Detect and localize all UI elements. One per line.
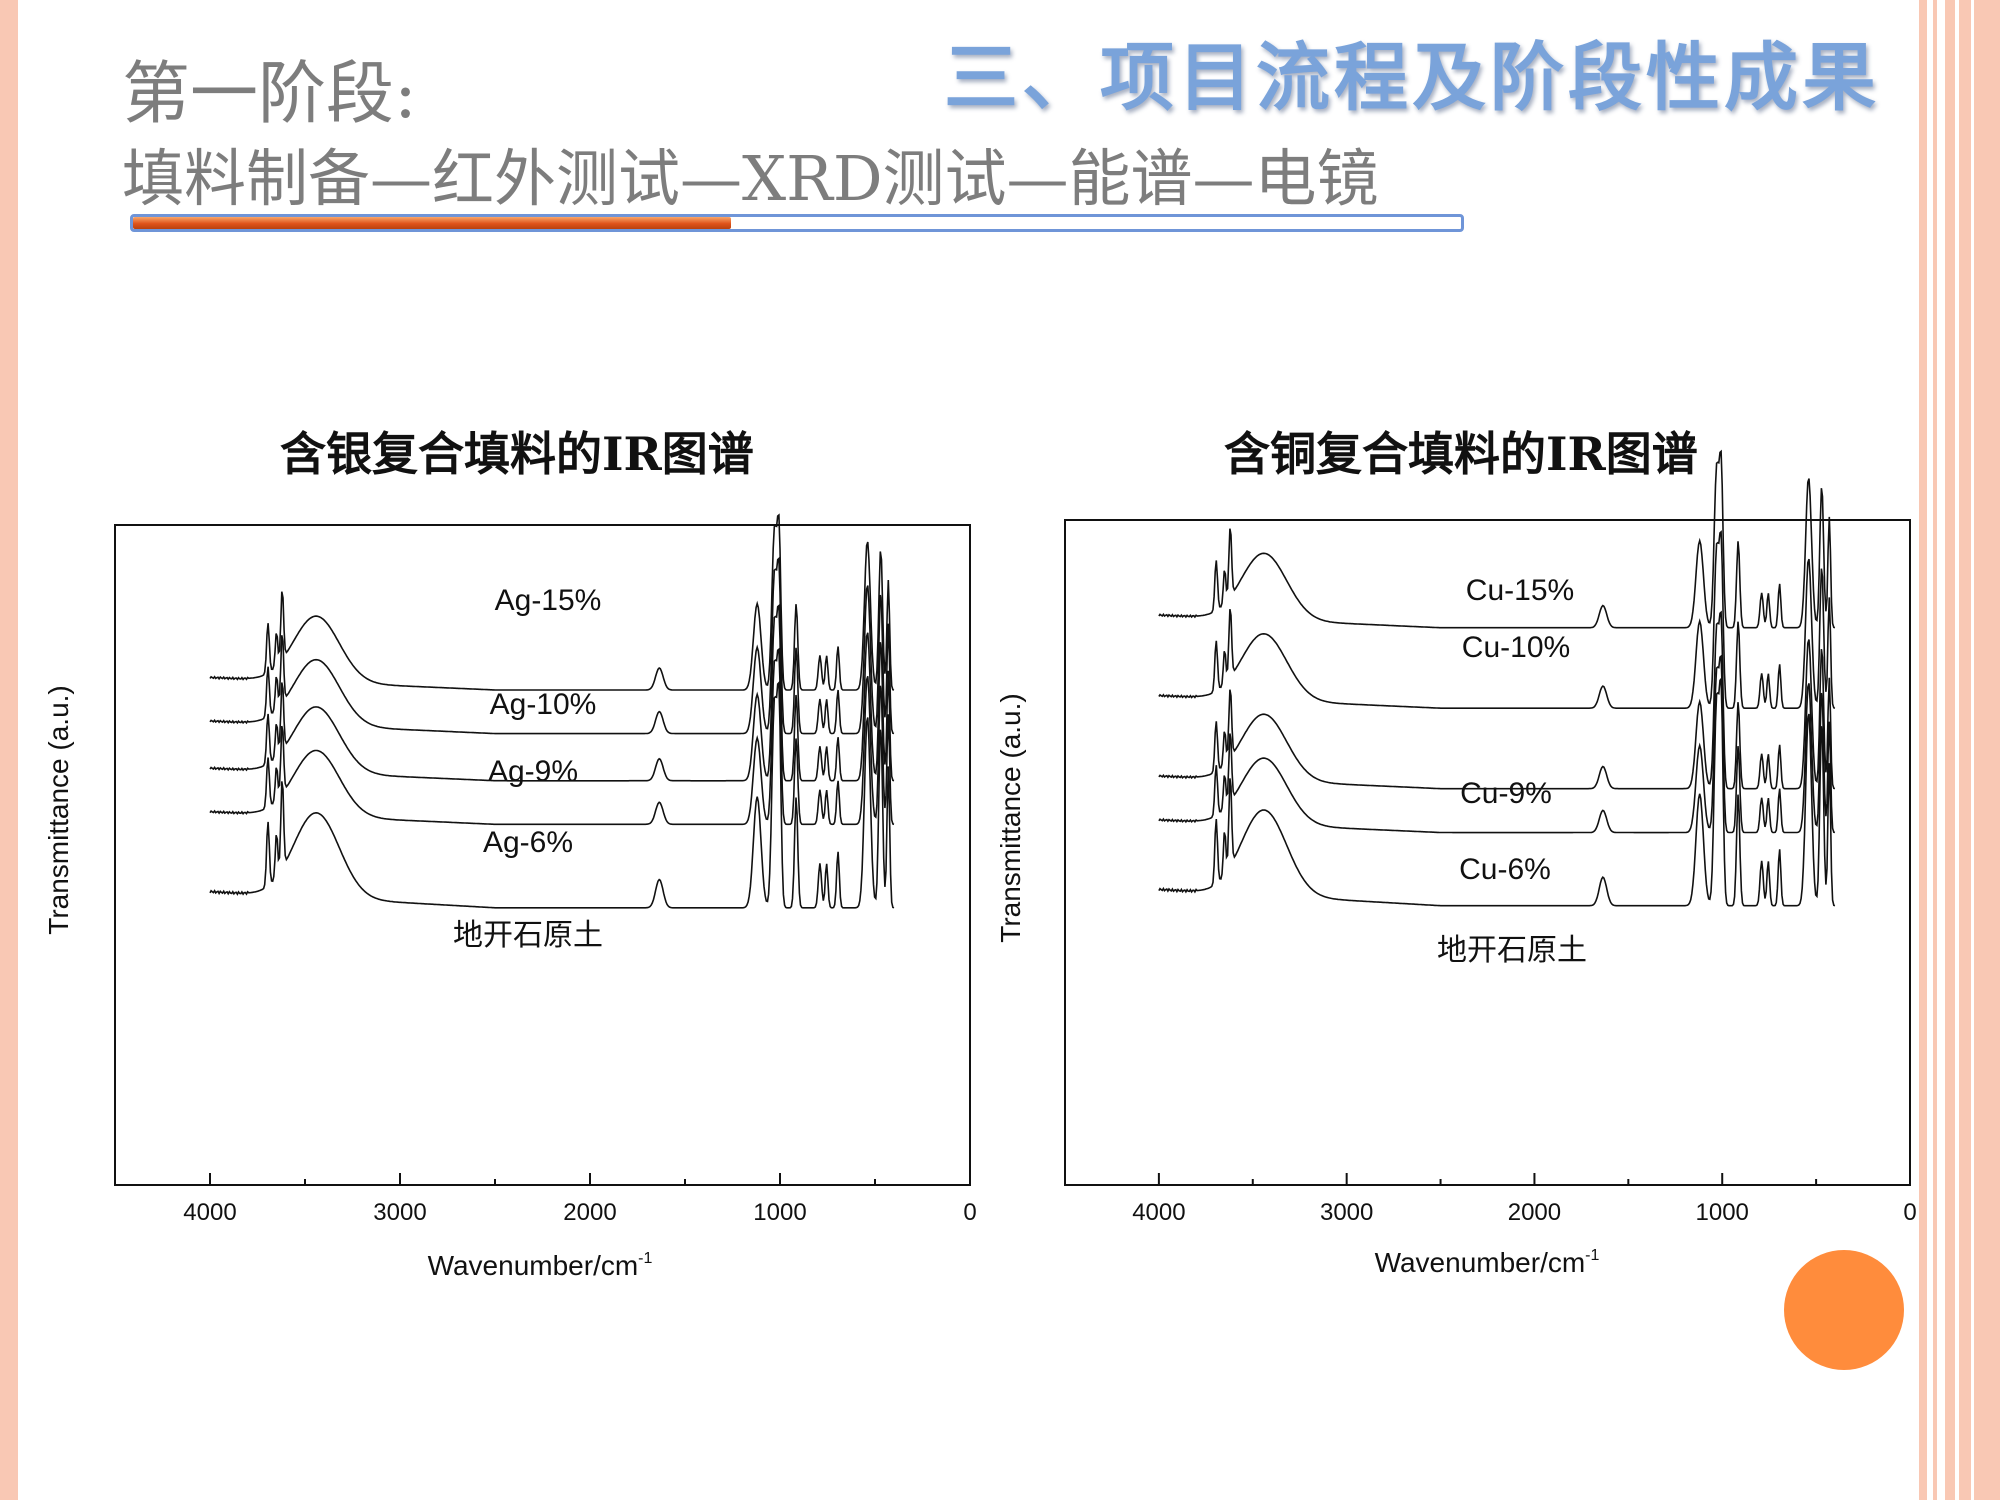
series-label: Ag-6% xyxy=(483,826,573,859)
series-label: Ag-10% xyxy=(490,688,597,721)
series-label: Cu-6% xyxy=(1459,853,1551,886)
ir-chart-0: 4000 3000 2000 1000 0 Wavenumber/cm-1 Transmit… xyxy=(43,513,977,1281)
x-tick-label: 4000 xyxy=(183,1199,236,1226)
series-label: 地开石原土 xyxy=(1437,934,1587,967)
series-label: Ag-9% xyxy=(488,755,578,788)
left-border xyxy=(0,0,18,1500)
x-tick-label: 0 xyxy=(1903,1199,1916,1226)
section-title: 三、项目流程及阶段性成果 xyxy=(944,35,1880,121)
series-label: Cu-15% xyxy=(1466,574,1574,607)
chart-title-silver: 含银复合填料的IR图谱 xyxy=(280,427,754,481)
series-line xyxy=(209,556,895,735)
x-tick-label: 2000 xyxy=(563,1199,616,1226)
x-tick-label: 1000 xyxy=(753,1199,806,1226)
series-label: Ag-15% xyxy=(495,584,602,617)
series-line xyxy=(209,680,895,909)
series-line xyxy=(1158,449,1836,629)
series-label: Cu-9% xyxy=(1460,777,1552,810)
right-border-stripes xyxy=(1915,0,2000,1500)
y-axis-label: Transmittance (a.u.) xyxy=(43,685,74,934)
progress-bar xyxy=(130,214,1464,232)
ir-chart-1: 4000 3000 2000 1000 0 Wavenumber/cm-1 Transmit… xyxy=(995,449,1917,1278)
x-axis-label-sup: -1 xyxy=(1585,1247,1599,1264)
stage-title: 第一阶段: xyxy=(122,55,417,134)
series-label: 地开石原土 xyxy=(453,919,603,952)
y-axis-label: Transmittance (a.u.) xyxy=(995,693,1026,942)
series-line xyxy=(1158,676,1836,907)
x-tick-label: 4000 xyxy=(1132,1199,1185,1226)
progress-bar-fill xyxy=(133,217,731,229)
stage-subtitle: 填料制备—红外测试—XRD测试—能谱—电镜 xyxy=(122,142,1379,215)
series-line xyxy=(209,647,895,826)
chart-title-copper: 含铜复合填料的IR图谱 xyxy=(1224,427,1698,481)
series-line xyxy=(209,604,895,782)
x-tick-label: 2000 xyxy=(1508,1199,1561,1226)
x-axis-label: Wavenumber/cm-1 xyxy=(1375,1247,1600,1278)
x-tick-label: 1000 xyxy=(1696,1199,1749,1226)
x-axis-label-sup: -1 xyxy=(638,1250,652,1267)
series-line xyxy=(1158,654,1836,834)
series-label: Cu-10% xyxy=(1462,631,1570,664)
series-line xyxy=(209,513,895,691)
plot-frame xyxy=(114,524,971,1186)
series-line xyxy=(1158,530,1836,710)
x-tick-label: 3000 xyxy=(373,1199,426,1226)
x-tick-label: 3000 xyxy=(1320,1199,1373,1226)
x-tick-label: 0 xyxy=(963,1199,976,1226)
series-line xyxy=(1158,610,1836,790)
plot-frame xyxy=(1064,519,1911,1186)
x-axis-label: Wavenumber/cm-1 xyxy=(428,1250,653,1281)
decorative-circle xyxy=(1784,1250,1904,1370)
